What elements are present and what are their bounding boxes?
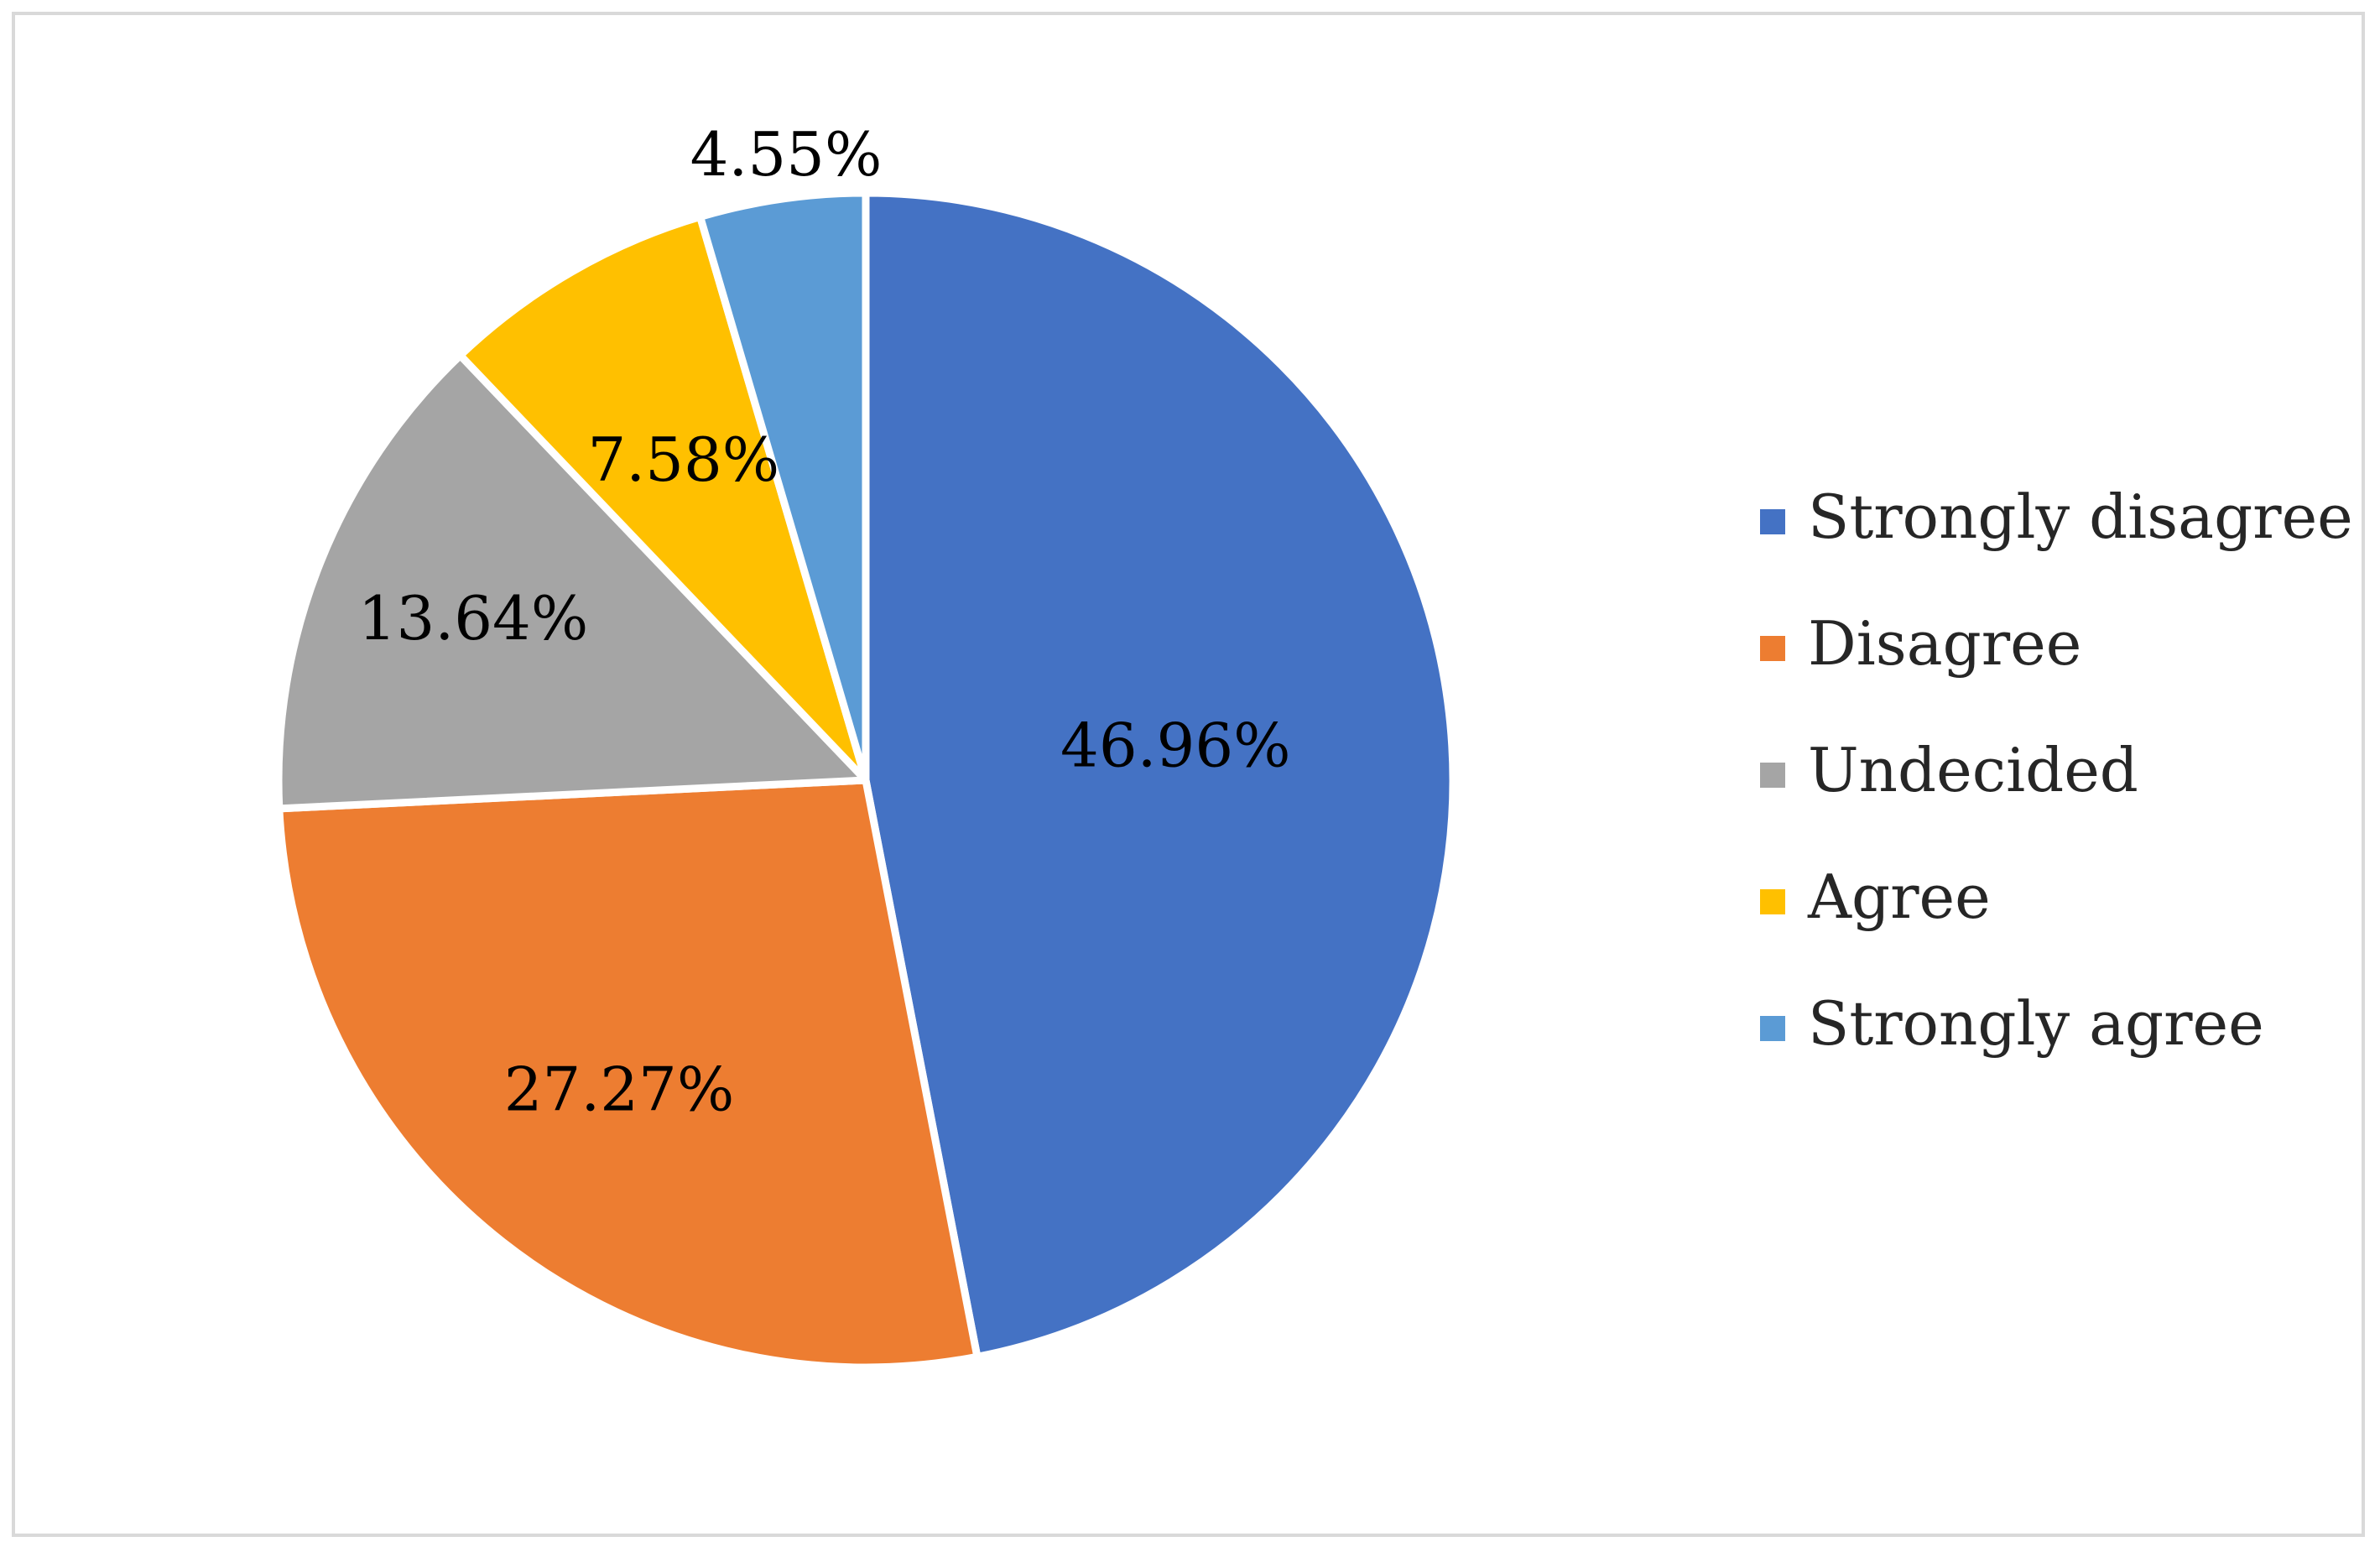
pie-slice-disagree <box>275 776 982 1372</box>
legend-swatch-disagree <box>1760 636 1785 661</box>
pie-slice-strongly-disagree <box>862 189 1457 1361</box>
data-label-agree: 7.58% <box>587 424 779 495</box>
pie-slices <box>274 189 1457 1372</box>
legend: Strongly disagree Disagree Undecided Agree S… <box>1760 482 2353 1059</box>
legend-label-disagree: Disagree <box>1808 608 2081 679</box>
pie-data-labels: 46.96% 27.27% 13.64% 7.58% 4.55% <box>358 119 1291 1124</box>
legend-swatch-undecided <box>1760 763 1785 788</box>
legend-swatch-agree <box>1760 889 1785 914</box>
pie-slice-agree <box>456 212 870 784</box>
legend-swatch-strongly-disagree <box>1760 509 1785 534</box>
legend-label-strongly-agree: Strongly agree <box>1808 988 2264 1059</box>
legend-label-undecided: Undecided <box>1808 735 2138 805</box>
legend-label-strongly-disagree: Strongly disagree <box>1808 482 2353 552</box>
pie-slice-strongly-agree <box>696 189 870 784</box>
data-label-strongly-agree: 4.55% <box>690 119 883 190</box>
data-label-undecided: 13.64% <box>358 583 589 654</box>
data-label-disagree: 27.27% <box>504 1054 735 1124</box>
data-label-strongly-disagree: 46.96% <box>1060 711 1291 781</box>
legend-label-agree: Agree <box>1807 862 1991 932</box>
legend-swatch-strongly-agree <box>1760 1016 1785 1041</box>
pie-slice-undecided <box>274 352 870 813</box>
